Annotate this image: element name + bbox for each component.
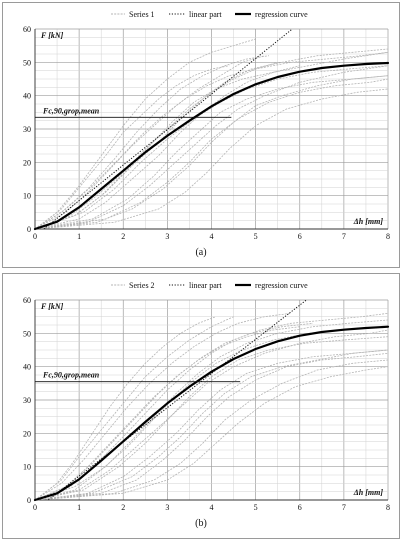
x-tick-label: 6: [298, 232, 302, 241]
series-test-curve: [34, 78, 389, 230]
y-tick-label: 10: [23, 192, 31, 201]
legend-label-test-curves: Series 2: [129, 281, 155, 290]
x-tick-label: 2: [121, 232, 125, 241]
series-test-curve: [34, 65, 389, 230]
x-tick-label: 8: [386, 232, 390, 241]
y-tick-label: 40: [23, 92, 31, 101]
series-test-curve: [34, 65, 230, 230]
series-test-curve: [34, 312, 389, 501]
series-test-curve: [34, 61, 278, 230]
series-test-curve: [34, 316, 234, 501]
series-test-curves: [34, 312, 389, 501]
series-test-curve: [34, 75, 389, 230]
legend-background: [107, 277, 317, 292]
x-tick-label: 4: [210, 232, 214, 241]
x-tick-label: 0: [33, 503, 37, 512]
series-test-curve: [34, 366, 389, 501]
x-tick-label: 1: [77, 503, 81, 512]
y-tick-label: 30: [23, 396, 31, 405]
linear-part-line: [47, 299, 307, 501]
series-test-curve: [34, 65, 300, 230]
chart-b: 0 1 2 3 4 5 6 7 8 0 10 20 30 40 50 60 Fc,90,grop,mean F […: [23, 277, 390, 512]
x-tick-label: 5: [254, 232, 258, 241]
x-tick-label: 4: [210, 503, 214, 512]
series-test-curve: [34, 75, 389, 230]
series-test-curve: [34, 51, 389, 230]
regression-curve-line: [33, 61, 390, 231]
series-test-curve: [34, 319, 389, 501]
legend-label-regression-curve: regression curve: [255, 10, 308, 19]
annotation-label: Fc,90,grop,mean: [42, 371, 100, 380]
series-test-curve: [34, 312, 291, 501]
y-tick-label: 60: [23, 25, 31, 34]
y-tick-label: 40: [23, 363, 31, 372]
series-test-curve: [34, 65, 389, 230]
series-test-curve: [34, 329, 389, 501]
y-axis-label: F [kN]: [40, 31, 64, 40]
x-tick-label: 3: [165, 503, 169, 512]
series-test-curve: [34, 55, 265, 230]
caption-b: (b): [195, 518, 207, 529]
chart-a: 0 1 2 3 4 5 6 7 8 0 10 20 30 40 50 60 Fc,90,grop,mean F […: [23, 6, 390, 241]
legend-background: [107, 6, 317, 21]
x-tick-label: 7: [342, 232, 346, 241]
x-tick-label: 5: [254, 503, 258, 512]
x-tick-label: 2: [121, 503, 125, 512]
series-test-curve: [34, 38, 256, 230]
series-test-curve: [34, 359, 389, 501]
figure-panel-a: 0 1 2 3 4 5 6 7 8 0 10 20 30 40 50 60 Fc,90,grop,mean F […: [2, 2, 400, 268]
y-tick-label: 20: [23, 158, 31, 167]
legend-label-linear-part: linear part: [189, 281, 222, 290]
figure-panel-b: 0 1 2 3 4 5 6 7 8 0 10 20 30 40 50 60 Fc,90,grop,mean F […: [2, 273, 400, 539]
series-test-curve: [34, 352, 389, 501]
x-tick-label: 7: [342, 503, 346, 512]
x-axis-label: Δh [mm]: [353, 488, 384, 497]
series-test-curves: [34, 38, 389, 230]
series-test-curve: [34, 322, 314, 501]
regression-curve-line: [33, 325, 390, 502]
x-tick-label: 6: [298, 503, 302, 512]
series-test-curve: [34, 55, 269, 230]
legend-label-regression-curve: regression curve: [255, 281, 308, 290]
legend: Series 2 linear part regression curve: [107, 277, 317, 292]
series-test-curve: [34, 336, 389, 501]
series-test-curve: [34, 326, 389, 501]
x-tick-label: 8: [386, 503, 390, 512]
y-tick-label: 50: [23, 58, 31, 67]
x-axis-label: Δh [mm]: [353, 217, 384, 226]
y-tick-label: 30: [23, 125, 31, 134]
x-tick-label: 1: [77, 232, 81, 241]
legend-label-linear-part: linear part: [189, 10, 222, 19]
y-tick-label: 0: [27, 225, 31, 234]
y-tick-label: 60: [23, 296, 31, 305]
series-test-curve: [34, 48, 389, 230]
x-tick-label: 0: [33, 232, 37, 241]
caption-a: (a): [195, 247, 207, 258]
y-tick-label: 20: [23, 429, 31, 438]
y-tick-label: 50: [23, 329, 31, 338]
series-test-curve: [34, 349, 389, 501]
annotation-label: Fc,90,grop,mean: [42, 106, 100, 115]
legend: Series 1 linear part regression curve: [107, 6, 317, 21]
legend-label-test-curves: Series 1: [129, 10, 155, 19]
y-tick-label: 10: [23, 463, 31, 472]
x-tick-label: 3: [165, 232, 169, 241]
y-axis-label: F [kN]: [40, 302, 64, 311]
series-test-curve: [34, 88, 389, 230]
y-tick-label: 0: [27, 496, 31, 505]
